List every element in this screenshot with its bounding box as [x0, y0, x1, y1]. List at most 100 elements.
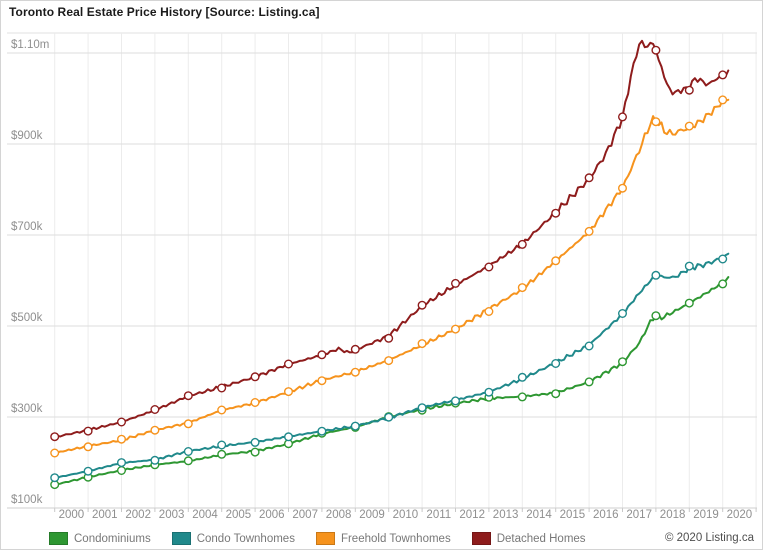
data-point-condo-townhomes — [551, 359, 561, 369]
data-point-detached-homes — [618, 112, 628, 122]
x-axis-label: 2013 — [493, 509, 519, 521]
x-axis-label: 2017 — [626, 509, 652, 521]
x-axis-label: 2008 — [326, 509, 352, 521]
data-point-detached-homes — [684, 85, 694, 95]
data-point-detached-homes — [417, 300, 427, 310]
legend-label: Freehold Townhomes — [340, 532, 451, 545]
x-axis-label: 2009 — [359, 509, 385, 521]
data-point-freehold-townhomes — [183, 419, 193, 429]
x-axis-label: 2016 — [593, 509, 619, 521]
data-point-freehold-townhomes — [584, 226, 594, 236]
data-point-condo-townhomes — [618, 309, 628, 319]
data-point-detached-homes — [150, 405, 160, 415]
data-point-freehold-townhomes — [317, 376, 327, 386]
data-point-freehold-townhomes — [551, 256, 561, 266]
data-point-detached-homes — [517, 239, 527, 249]
data-point-detached-homes — [116, 417, 126, 427]
x-axis-label: 2015 — [560, 509, 586, 521]
y-axis-label: $900k — [11, 130, 43, 142]
legend-item-detached-homes: Detached Homes — [471, 532, 586, 545]
data-point-detached-homes — [551, 208, 561, 218]
data-point-freehold-townhomes — [50, 448, 60, 458]
legend-swatch-freehold-townhomes — [315, 532, 335, 545]
data-point-condo-townhomes — [718, 254, 728, 264]
data-point-condominiums — [584, 377, 594, 387]
data-point-detached-homes — [317, 350, 327, 360]
data-point-freehold-townhomes — [150, 425, 160, 435]
legend-item-condominiums: Condominiums — [49, 532, 151, 545]
series-line-freehold-townhomes — [53, 98, 730, 454]
data-point-condo-townhomes — [350, 421, 360, 431]
x-axis-label: 2002 — [125, 509, 151, 521]
x-axis-label: 2006 — [259, 509, 285, 521]
data-point-condo-townhomes — [584, 341, 594, 351]
data-point-freehold-townhomes — [484, 307, 494, 317]
legend-swatch-condo-townhomes — [171, 532, 191, 545]
data-point-condo-townhomes — [50, 473, 60, 483]
legend-label: Condominiums — [74, 532, 151, 545]
data-point-detached-homes — [584, 173, 594, 183]
x-axis-label: 2003 — [159, 509, 185, 521]
data-point-condo-townhomes — [384, 412, 394, 422]
data-point-condo-townhomes — [651, 270, 661, 280]
legend-swatch-condominiums — [49, 532, 68, 545]
data-point-freehold-townhomes — [384, 356, 394, 366]
data-point-freehold-townhomes — [217, 405, 227, 415]
copyright-note: © 2020 Listing.ca — [664, 532, 754, 544]
data-point-freehold-townhomes — [618, 183, 628, 193]
legend-label: Detached Homes — [496, 532, 586, 545]
legend-item-condo-townhomes: Condo Townhomes — [171, 532, 295, 545]
y-axis-label: $1.10m — [11, 39, 49, 51]
y-axis-label: $500k — [11, 312, 43, 324]
data-point-condo-townhomes — [150, 455, 160, 465]
data-point-condo-townhomes — [684, 261, 694, 271]
data-point-condominiums — [684, 298, 694, 308]
series-line-condo-townhomes — [53, 252, 730, 479]
data-point-condominiums — [183, 456, 193, 466]
data-point-detached-homes — [718, 70, 728, 80]
y-axis-label: $700k — [11, 221, 43, 233]
data-point-freehold-townhomes — [350, 367, 360, 377]
data-point-freehold-townhomes — [250, 398, 260, 408]
data-point-freehold-townhomes — [684, 121, 694, 131]
data-point-condo-townhomes — [250, 437, 260, 447]
legend-swatch-detached-homes — [471, 532, 491, 545]
data-point-freehold-townhomes — [651, 117, 661, 127]
data-point-condo-townhomes — [83, 466, 93, 476]
x-axis-label: 2001 — [92, 509, 118, 521]
data-point-freehold-townhomes — [83, 442, 93, 452]
x-axis-label: 2011 — [426, 509, 451, 521]
series-line-detached-homes — [53, 39, 730, 438]
data-point-condominiums — [517, 392, 527, 402]
data-point-detached-homes — [484, 262, 494, 272]
data-point-condo-townhomes — [451, 396, 461, 406]
x-axis-label: 2000 — [59, 509, 85, 521]
data-point-condominiums — [250, 447, 260, 457]
x-axis-label: 2012 — [459, 509, 485, 521]
data-point-condominiums — [116, 466, 126, 476]
data-point-condo-townhomes — [284, 432, 294, 442]
data-point-condo-townhomes — [417, 403, 427, 413]
x-axis-label: 2018 — [660, 509, 686, 521]
data-point-condominiums — [551, 389, 561, 399]
y-axis-label: $300k — [11, 403, 43, 415]
legend-label: Condo Townhomes — [196, 532, 295, 545]
y-axis-label: $100k — [11, 494, 43, 506]
data-point-condo-townhomes — [517, 372, 527, 382]
data-point-condominiums — [651, 311, 661, 321]
data-point-freehold-townhomes — [517, 283, 527, 293]
data-point-freehold-townhomes — [417, 339, 427, 349]
data-point-detached-homes — [284, 359, 294, 369]
data-point-condo-townhomes — [116, 458, 126, 468]
chart-legend: Condominiums Condo Townhomes Freehold Town… — [49, 530, 586, 547]
data-point-detached-homes — [651, 45, 661, 55]
data-point-freehold-townhomes — [718, 95, 728, 105]
data-point-condominiums — [618, 357, 628, 367]
data-point-detached-homes — [250, 372, 260, 382]
data-point-condo-townhomes — [484, 387, 494, 397]
data-point-condo-townhomes — [317, 426, 327, 436]
data-point-detached-homes — [83, 426, 93, 436]
data-point-freehold-townhomes — [451, 324, 461, 334]
